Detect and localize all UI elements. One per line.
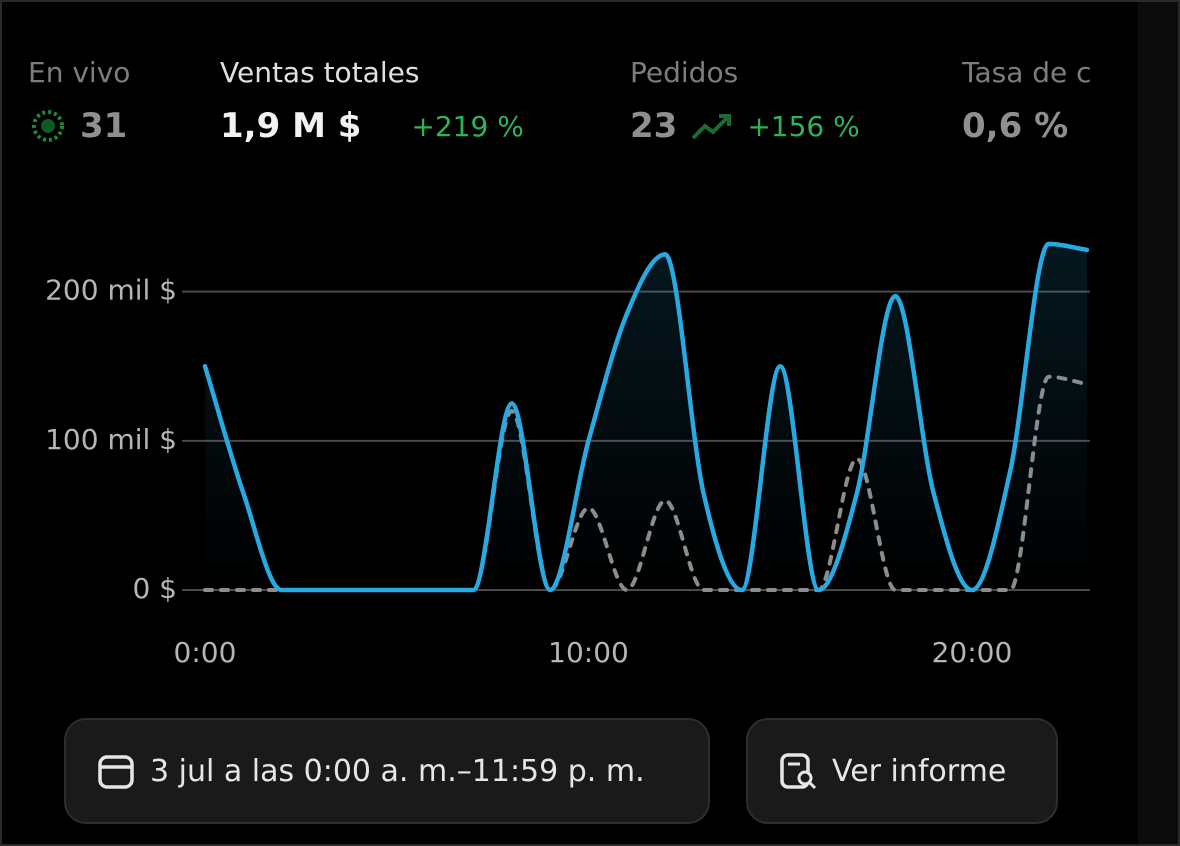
x-tick-label: 0:00	[174, 636, 237, 669]
stat-live[interactable]: En vivo 31	[28, 56, 130, 146]
line	[202, 241, 1090, 593]
y-tick-label: 0 $	[132, 572, 177, 605]
stat-value: 31	[80, 106, 128, 146]
stat-value-row: 23 +156 %	[630, 106, 860, 146]
stat-conversion[interactable]: Tasa de c 0,6 %	[962, 56, 1138, 146]
stat-change: +156 %	[747, 109, 860, 143]
stat-label: Tasa de c	[962, 56, 1092, 89]
trend-icon	[691, 114, 732, 140]
stat-value: 0,6 %	[962, 106, 1069, 146]
report-icon	[780, 753, 817, 790]
stat-sales[interactable]: Ventas totales 1,9 M $ +219 %	[220, 56, 524, 146]
side-panel	[1138, 2, 1178, 844]
button-label: 3 jul a las 0:00 a. m.–11:59 p. m.	[150, 753, 645, 789]
y-tick-label: 100 mil $	[45, 423, 177, 456]
report-button[interactable]: Ver informe	[746, 718, 1058, 824]
area	[205, 243, 1087, 590]
stat-value-row: 1,9 M $ +219 %	[220, 106, 524, 146]
stat-value: 1,9 M $	[220, 106, 362, 146]
calendar-icon	[98, 755, 134, 789]
chart: 0 $ 100 mil $ 200 mil $ 0:00 10:00 20:00	[45, 241, 1090, 669]
live-icon	[32, 110, 64, 142]
stat-label: Pedidos	[630, 56, 739, 89]
stat-value-row: 0,6 %	[962, 106, 1138, 146]
y-tick-label: 200 mil $	[45, 274, 177, 307]
stat-value-row: 31	[28, 106, 130, 146]
stat-label: En vivo	[28, 56, 131, 89]
x-tick-label: 10:00	[548, 636, 629, 669]
stat-orders[interactable]: Pedidos 23 +156 %	[630, 56, 860, 146]
x-tick-label: 20:00	[932, 636, 1013, 669]
stat-change: +219 %	[411, 109, 524, 143]
date-range-button[interactable]: 3 jul a las 0:00 a. m.–11:59 p. m.	[64, 718, 710, 824]
button-label: Ver informe	[832, 753, 1007, 789]
stat-value: 23	[630, 106, 678, 146]
stat-label: Ventas totales	[220, 56, 420, 89]
